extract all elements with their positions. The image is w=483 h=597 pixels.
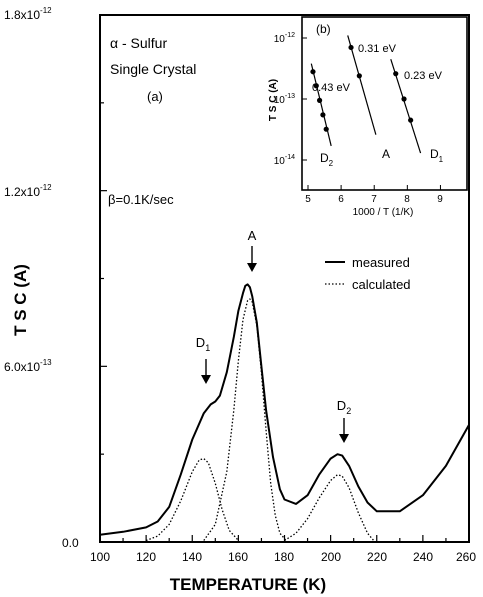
inset-y-tick-1e-13: 10-13	[274, 93, 295, 106]
inset-series-label-D1: D1	[430, 147, 444, 164]
legend: measured calculated	[325, 255, 411, 292]
peak-label-D1: D1	[196, 335, 210, 353]
inset-fit-line-1	[347, 35, 377, 135]
calculated-curve-2	[203, 298, 288, 542]
peak-label-A: A	[248, 228, 257, 243]
main-x-axis-label: TEMPERATURE (K)	[170, 575, 326, 594]
main-x-tick-140: 140	[182, 550, 202, 564]
inset-point-0-3	[320, 112, 326, 118]
legend-label-calculated: calculated	[352, 277, 411, 292]
inset-energy-D2: 0.43 eV	[312, 82, 351, 94]
main-x-tick-200: 200	[321, 550, 341, 564]
main-x-tick-260: 260	[456, 550, 476, 564]
inset-series-label-D2: D2	[320, 151, 334, 168]
inset-point-1-1	[356, 73, 362, 79]
inset-series-group	[302, 35, 441, 190]
peak-arrowhead-D1	[201, 375, 211, 384]
sample-label-line2: Single Crystal	[110, 61, 196, 77]
main-y-tick-1.2e-12: 1.2x10-12	[4, 183, 52, 199]
inset-y-tick-1e-14: 10-14	[274, 154, 295, 167]
inset-point-0-2	[316, 97, 323, 103]
inset-y-tick-labels: 10-12 10-13 10-14	[274, 32, 295, 167]
calculated-curve-1	[145, 457, 239, 542]
inset-x-tick-8: 8	[404, 194, 410, 205]
inset-x-tick-7: 7	[371, 194, 377, 205]
inset-point-0-1	[313, 83, 319, 89]
main-x-tick-220: 220	[367, 550, 387, 564]
calculated-curve-3	[284, 474, 375, 542]
heating-rate-label: β=0.1K/sec	[108, 192, 174, 207]
inset-x-tick-5: 5	[305, 194, 311, 205]
main-series-group	[99, 14, 470, 543]
peak-arrowhead-A	[247, 263, 257, 272]
peak-label-D2: D2	[337, 398, 351, 416]
main-x-tick-120: 120	[136, 550, 156, 564]
inset-x-tick-6: 6	[338, 194, 344, 205]
inset-fit-line-0	[310, 63, 332, 147]
inset-point-0-4	[323, 126, 329, 132]
inset-x-tick-9: 9	[437, 194, 443, 205]
inset-y-tick-1e-12: 10-12	[274, 32, 295, 45]
main-x-tick-100: 100	[90, 550, 110, 564]
panel-label-a: (a)	[147, 89, 163, 104]
inset-x-tick-labels: 5 6 7 8 9	[305, 194, 443, 205]
measured-curve	[99, 283, 470, 536]
main-x-tick-240: 240	[413, 550, 433, 564]
main-x-tick-180: 180	[274, 550, 294, 564]
inset-point-2-0	[393, 71, 399, 77]
main-y-tick-6.0e-13: 6.0x10-13	[4, 358, 52, 374]
inset-point-1-0	[348, 44, 354, 51]
inset-panel-label: (b)	[316, 22, 331, 36]
inset-energy-D1: 0.23 eV	[404, 70, 443, 82]
peak-arrowhead-D2	[339, 434, 349, 443]
inset-point-2-1	[401, 96, 407, 102]
main-y-tick-1.8e-12: 1.8x10-12	[4, 6, 52, 22]
inset-series-label-A: A	[382, 147, 390, 161]
legend-label-measured: measured	[352, 255, 410, 270]
main-y-axis-label: T S C (A)	[11, 264, 30, 336]
inset-frame	[301, 16, 468, 191]
sample-label-line1: α - Sulfur	[110, 35, 167, 51]
inset-energy-A: 0.31 eV	[358, 43, 397, 55]
inset-y-axis-label: T S C (A)	[268, 79, 279, 121]
main-y-tick-0: 0.0	[62, 536, 79, 550]
main-x-tick-labels: 100 120 140 160 180 200 220 240 260	[90, 550, 476, 564]
inset-x-axis-label: 1000 / T (1/K)	[353, 207, 414, 218]
main-x-tick-160: 160	[228, 550, 248, 564]
inset-point-0-0	[310, 69, 316, 75]
inset-point-2-2	[408, 117, 414, 123]
